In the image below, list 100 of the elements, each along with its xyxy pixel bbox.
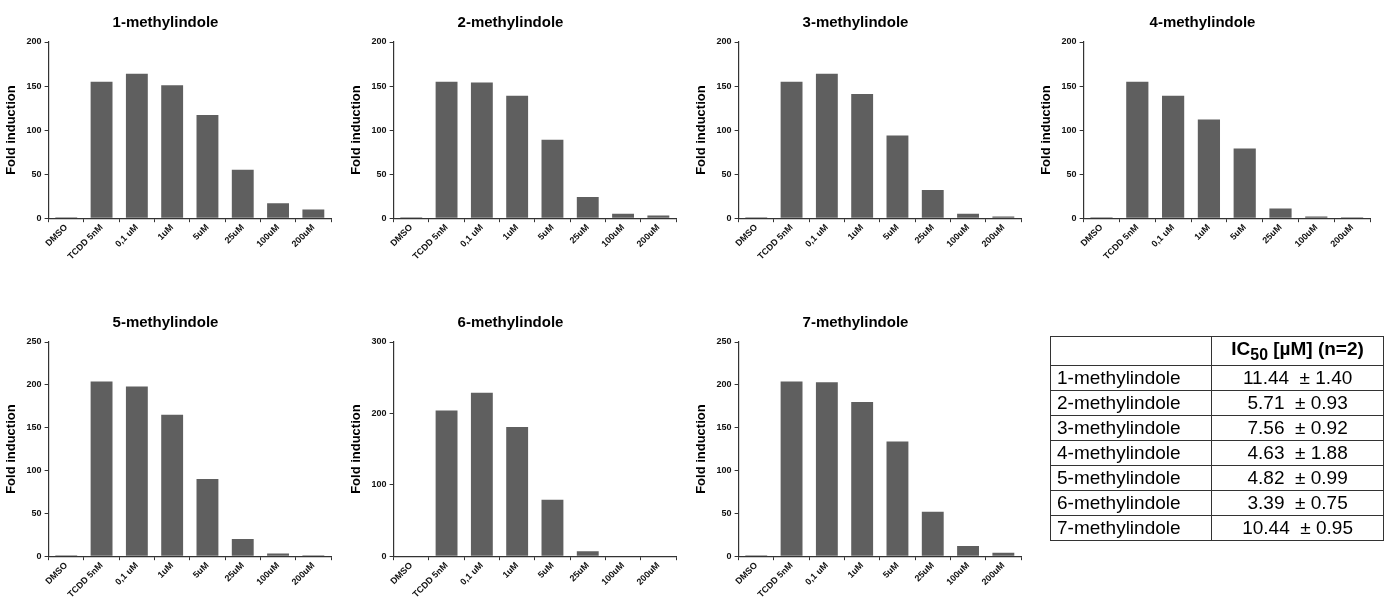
y-tick-label: 200 <box>716 36 732 47</box>
y-tick-label: 100 <box>1061 124 1077 135</box>
chart-title: 5-methylindole <box>112 313 219 331</box>
y-tick-label: 50 <box>31 507 42 518</box>
y-axis-title: Fold induction <box>348 85 364 175</box>
bar <box>435 81 458 218</box>
y-tick-label: 150 <box>26 422 42 433</box>
y-tick-label: 150 <box>1061 80 1077 91</box>
y-tick-label: 250 <box>716 336 732 347</box>
bar <box>231 539 254 556</box>
y-tick-label: 150 <box>371 80 387 91</box>
x-tick-label: 0,1 uM <box>113 560 141 587</box>
bar <box>957 545 979 556</box>
y-tick-label: 50 <box>376 168 387 179</box>
text: 11.44 ± 1.40 <box>1211 365 1384 391</box>
y-tick-label: 200 <box>716 379 732 390</box>
bar <box>196 115 219 218</box>
bar <box>161 414 184 556</box>
bar <box>267 553 289 556</box>
bar <box>780 381 803 556</box>
y-axis-title: Fold induction <box>3 404 19 494</box>
y-tick-label: 200 <box>26 36 42 47</box>
bar <box>1197 119 1221 218</box>
y-tick-label: 50 <box>721 507 732 518</box>
text: 1-methylindole <box>1050 365 1212 391</box>
y-tick-label: 0 <box>726 550 732 561</box>
bar <box>957 213 979 218</box>
bar <box>815 73 838 218</box>
chart-title: 4-methylindole <box>1149 13 1256 31</box>
x-tick-label: 0,1 uM <box>113 222 141 249</box>
y-tick-label: 0 <box>36 550 42 561</box>
bar <box>1126 81 1149 218</box>
bar <box>231 169 254 218</box>
bar <box>125 73 148 218</box>
bar <box>302 209 325 218</box>
bar <box>470 82 493 218</box>
y-tick-label: 200 <box>371 407 387 418</box>
text: 3.39 ± 0.75 <box>1211 490 1384 516</box>
chart-title: 2-methylindole <box>457 13 564 31</box>
bar <box>851 93 874 218</box>
y-tick-label: 0 <box>36 212 42 223</box>
y-axis-title: Fold induction <box>693 85 709 175</box>
text: 4-methylindole <box>1050 440 1212 466</box>
chart-title: 6-methylindole <box>457 313 564 331</box>
text: 5.71 ± 0.93 <box>1211 390 1384 416</box>
y-tick-label: 0 <box>726 212 732 223</box>
bar <box>161 85 184 218</box>
text: IC$_{50}$ [µM] (n=2) <box>1211 336 1384 366</box>
chart-title: 1-methylindole <box>112 13 219 31</box>
bar <box>1269 208 1292 218</box>
y-tick-label: 150 <box>716 80 732 91</box>
y-axis-title: Fold induction <box>3 85 19 175</box>
chart-title: 3-methylindole <box>802 13 909 31</box>
y-tick-label: 100 <box>716 465 732 475</box>
y-tick-label: 0 <box>1071 212 1077 223</box>
bar <box>506 95 529 218</box>
y-tick-label: 100 <box>371 124 387 135</box>
y-tick-label: 50 <box>31 168 42 179</box>
bar <box>1233 148 1256 218</box>
bar <box>1162 95 1185 218</box>
text: 10.44 ± 0.95 <box>1211 515 1384 541</box>
text: 4.82 ± 0.99 <box>1211 465 1384 491</box>
text: 4.63 ± 1.88 <box>1211 440 1384 466</box>
y-tick-label: 0 <box>381 212 387 223</box>
x-tick-label: 0,1 uM <box>458 560 486 587</box>
bar <box>470 392 493 556</box>
y-axis-title: Fold induction <box>1038 85 1054 175</box>
y-tick-label: 150 <box>26 80 42 91</box>
bar <box>267 203 289 218</box>
y-tick-label: 250 <box>26 336 42 347</box>
bar <box>506 426 529 556</box>
y-axis-title: Fold induction <box>348 404 364 494</box>
bar <box>921 511 944 556</box>
bar <box>576 551 599 556</box>
text: 2-methylindole <box>1050 390 1212 416</box>
text: 7.56 ± 0.92 <box>1211 415 1384 441</box>
chart-title: 7-methylindole <box>802 313 909 331</box>
bar <box>196 479 219 556</box>
bar <box>576 197 599 218</box>
bar <box>780 81 803 218</box>
y-tick-label: 0 <box>381 550 387 561</box>
y-tick-label: 100 <box>371 479 387 490</box>
y-tick-label: 50 <box>721 168 732 179</box>
bar <box>921 190 944 218</box>
y-tick-label: 200 <box>371 36 387 47</box>
bar <box>992 552 1015 556</box>
text: 5-methylindole <box>1050 465 1212 491</box>
bar <box>541 499 564 556</box>
text: 7-methylindole <box>1050 515 1212 541</box>
text: 3-methylindole <box>1050 415 1212 441</box>
text: 6-methylindole <box>1050 490 1212 516</box>
bar <box>125 386 148 556</box>
x-tick-label: 0,1 uM <box>803 222 831 249</box>
bar <box>815 382 838 556</box>
y-tick-label: 100 <box>26 124 42 135</box>
y-tick-label: 300 <box>371 336 387 347</box>
x-tick-label: 0,1 uM <box>1149 222 1177 249</box>
bar <box>612 213 634 218</box>
bar <box>647 215 670 218</box>
x-tick-label: 0,1 uM <box>458 222 486 249</box>
